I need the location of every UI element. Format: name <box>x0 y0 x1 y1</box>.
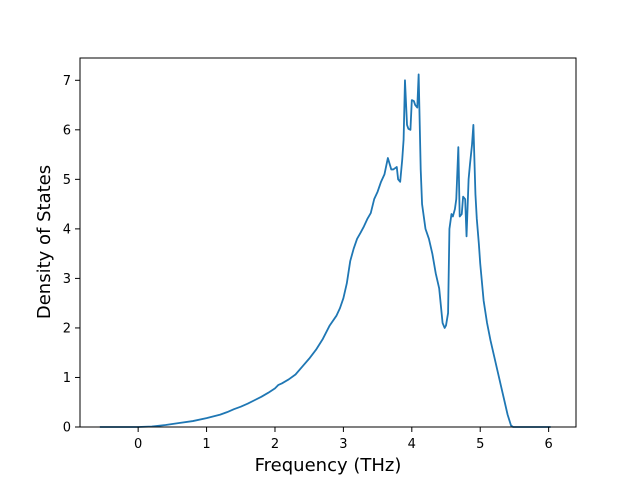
x-tick-label: 6 <box>544 437 552 452</box>
y-tick-label: 5 <box>63 173 71 188</box>
x-tick-label: 3 <box>339 437 347 452</box>
y-tick-label: 4 <box>63 222 71 237</box>
y-tick-label: 1 <box>63 371 71 386</box>
axes-frame <box>79 57 577 428</box>
y-tick-label: 3 <box>63 272 71 287</box>
y-tick-label: 0 <box>63 421 71 436</box>
plot-area <box>80 58 576 427</box>
x-tick-label: 1 <box>202 437 210 452</box>
x-tick-label: 0 <box>134 437 142 452</box>
ticks-layer: 0 1 2 3 4 5 6 0 1 2 3 4 5 6 7 <box>63 74 553 452</box>
y-tick-label: 6 <box>63 123 71 138</box>
dos-series-line <box>99 73 551 428</box>
y-axis-label: Density of States <box>34 165 55 319</box>
y-tick-label: 7 <box>63 74 71 89</box>
x-tick-label: 2 <box>271 437 279 452</box>
x-tick-label: 4 <box>408 437 416 452</box>
x-axis-label: Frequency (THz) <box>255 455 402 476</box>
series-layer <box>99 73 551 428</box>
y-tick-label: 2 <box>63 321 71 336</box>
x-tick-label: 5 <box>476 437 484 452</box>
